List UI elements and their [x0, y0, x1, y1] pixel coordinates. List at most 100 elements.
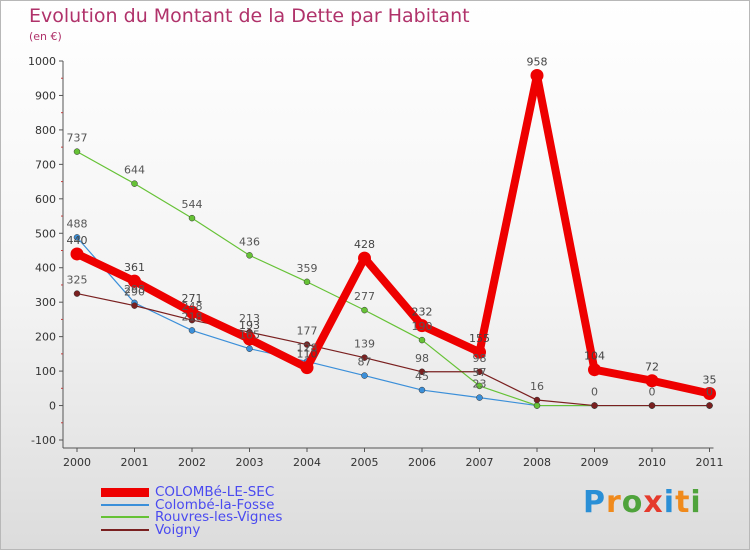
data-point	[533, 402, 541, 409]
data-label: 177	[297, 325, 318, 338]
data-label: 98	[473, 352, 487, 365]
data-label: 325	[67, 274, 88, 287]
logo-letter: r	[606, 485, 622, 520]
data-point	[588, 363, 601, 377]
data-label: 213	[239, 312, 260, 325]
data-point	[303, 341, 311, 348]
data-point	[246, 345, 253, 352]
data-label: 436	[239, 235, 260, 248]
legend-swatch	[101, 528, 149, 531]
data-point	[73, 148, 81, 155]
x-tick-label: 2011	[696, 456, 724, 469]
chart-subtitle: (en €)	[29, 30, 62, 43]
legend-item-colombe-le-sec: COLOMBé-LE-SEC	[101, 486, 282, 499]
x-tick-label: 2007	[466, 456, 494, 469]
data-point	[185, 305, 199, 319]
logo-letter: i	[690, 485, 702, 520]
data-point	[131, 180, 138, 187]
data-point	[533, 396, 541, 404]
data-label: 298	[124, 283, 145, 296]
data-label: 440	[67, 234, 88, 247]
y-tick-label: 400	[35, 262, 56, 275]
data-label: 72	[645, 361, 659, 374]
data-label: 290	[124, 286, 145, 299]
x-tick-label: 2002	[178, 456, 206, 469]
data-label: 45	[415, 370, 429, 383]
data-point	[73, 290, 81, 297]
x-tick-label: 2006	[408, 456, 436, 469]
chart-title: Evolution du Montant de la Dette par Hab…	[29, 5, 470, 27]
logo-letter: P	[583, 485, 606, 520]
data-point	[415, 319, 429, 333]
data-point	[418, 368, 426, 376]
y-tick-label: 200	[35, 331, 56, 344]
data-point	[648, 402, 656, 409]
data-point	[418, 386, 426, 394]
data-label: 139	[354, 338, 375, 351]
data-label: 644	[124, 164, 145, 177]
y-tick-label: -100	[31, 434, 56, 447]
x-tick-label: 2003	[236, 456, 264, 469]
data-label: 958	[527, 55, 548, 68]
x-tick-label: 2005	[351, 456, 379, 469]
data-label: 361	[124, 261, 145, 274]
data-label: 359	[297, 262, 318, 275]
data-label: 190	[412, 320, 433, 333]
data-point	[418, 336, 426, 344]
data-point	[473, 345, 486, 359]
y-tick-label: 1000	[28, 55, 56, 68]
legend-item-colombe-la-fosse: Colombé-la-Fosse	[101, 498, 282, 512]
data-point	[128, 274, 141, 288]
data-point	[303, 278, 311, 286]
legend-swatch	[101, 487, 149, 497]
data-point	[476, 368, 483, 376]
logo-letter: x	[643, 485, 664, 520]
data-label: 232	[412, 306, 433, 319]
data-point	[476, 394, 483, 401]
data-label: 488	[67, 217, 88, 230]
legend-label: Voigny	[155, 521, 201, 538]
series-line-2	[76, 151, 711, 407]
data-label: 98	[415, 352, 429, 365]
data-label: 35	[703, 373, 717, 386]
data-label: 87	[358, 356, 372, 369]
data-label: 428	[354, 238, 375, 251]
legend-item-rouvres-les-vignes: Rouvres-les-Vignes	[101, 511, 282, 524]
legend: COLOMBé-LE-SEC Colombé-la-Fosse Rouvres-…	[101, 486, 282, 536]
data-label: 248	[182, 300, 203, 313]
y-tick-label: 900	[35, 89, 56, 102]
data-label: 271	[182, 292, 203, 305]
data-label: 277	[354, 290, 375, 303]
data-label: 57	[473, 366, 487, 379]
data-point	[591, 402, 598, 409]
data-label: 544	[182, 198, 203, 211]
data-label: 165	[239, 329, 260, 342]
data-point	[188, 214, 196, 222]
data-label: 23	[473, 378, 487, 391]
data-label: 128	[297, 341, 318, 354]
data-label: 0	[591, 386, 598, 399]
x-tick-label: 2001	[121, 456, 149, 469]
proxiti-logo[interactable]: Proxiti	[583, 485, 702, 520]
data-point	[131, 302, 138, 309]
legend-label: Rouvres-les-Vignes	[155, 509, 283, 525]
data-label: 110	[297, 348, 318, 361]
logo-letter: i	[663, 485, 676, 520]
series-line-3	[76, 292, 711, 407]
y-tick-label: 300	[35, 296, 56, 309]
data-point	[530, 68, 544, 82]
data-point	[73, 234, 81, 241]
data-point	[188, 327, 196, 334]
legend-label: COLOMBé-LE-SEC	[155, 484, 275, 500]
legend-item-voigny: Voigny	[101, 521, 282, 538]
data-label: 193	[239, 319, 260, 332]
x-tick-label: 2004	[293, 456, 321, 469]
data-label: 0	[706, 386, 713, 399]
x-tick-label: 2009	[581, 456, 609, 469]
series-line-1	[76, 236, 711, 407]
y-tick-label: 600	[35, 193, 56, 206]
y-tick-label: 500	[35, 227, 56, 240]
logo-letter: o	[621, 485, 644, 520]
